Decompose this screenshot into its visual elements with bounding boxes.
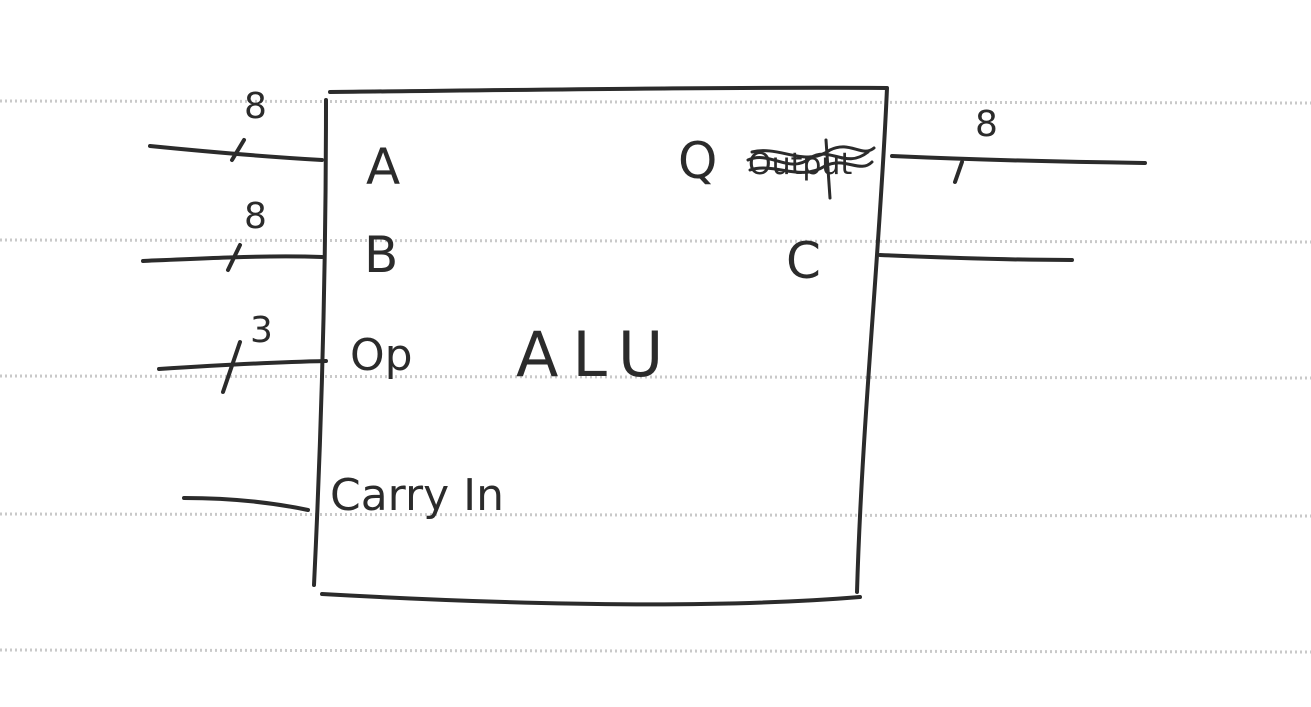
input-op-wire [157, 359, 328, 371]
input-b-wire [141, 254, 324, 263]
input-op-bus-slash [221, 340, 242, 394]
port-c-label: C [786, 232, 821, 290]
output-q-bus-slash [953, 160, 964, 184]
input-op-width-label: 3 [250, 310, 273, 351]
ruled-line [0, 99, 1311, 105]
output-c-wire [878, 253, 1074, 262]
input-wires [141, 138, 328, 512]
ruled-line [0, 648, 1311, 654]
output-wires [878, 154, 1147, 262]
ruled-line [0, 238, 1311, 244]
input-a-wire [148, 144, 324, 162]
input-carry-in-wire [182, 496, 310, 512]
input-a-width-label: 8 [244, 86, 267, 127]
ruled-lines [0, 99, 1311, 654]
port-op-label: Op [350, 330, 413, 381]
input-a-bus-slash [230, 138, 246, 162]
port-a-label: A [366, 138, 400, 196]
crossed-out-scribble [746, 138, 876, 200]
input-b-bus-slash [226, 243, 242, 272]
output-q-width-label: 8 [975, 104, 998, 145]
crossed-out-output-word: Output [746, 138, 876, 200]
input-b-width-label: 8 [244, 196, 267, 237]
port-q-label: Q [678, 132, 717, 190]
alu-block-outline [312, 85, 889, 607]
port-b-label: B [364, 226, 398, 284]
port-carry-in-label: Carry In [330, 470, 504, 521]
ruled-line [0, 374, 1311, 380]
output-q-wire [890, 154, 1147, 165]
alu-block-title: ALU [516, 318, 677, 391]
ruled-line [0, 512, 1311, 518]
